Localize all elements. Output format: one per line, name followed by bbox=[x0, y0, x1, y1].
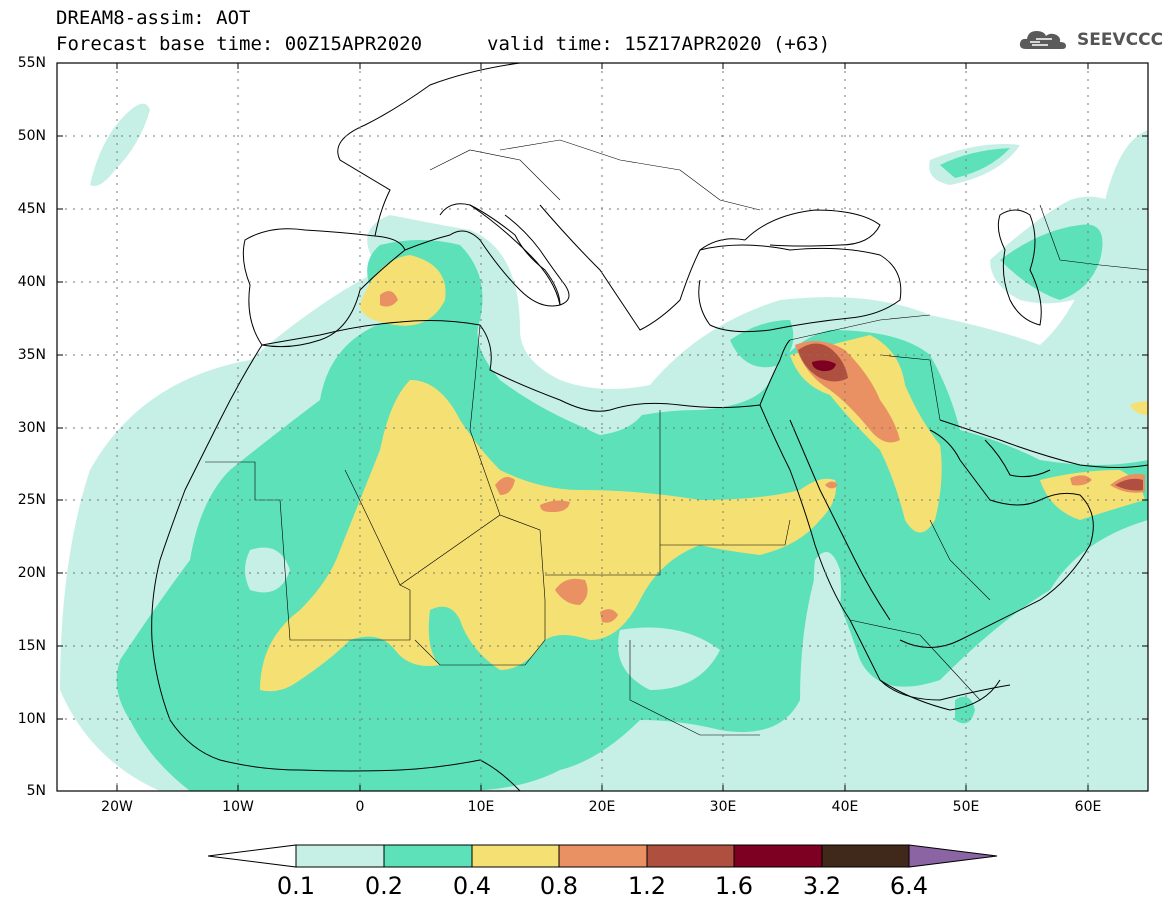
map-title: DREAM8-assim: AOT bbox=[56, 7, 251, 29]
forecast-base-time: Forecast base time: 00Z15APR2020 bbox=[56, 33, 423, 55]
colorbar-segment bbox=[646, 844, 735, 868]
cloud-icon bbox=[1019, 31, 1066, 49]
lon-label: 20W bbox=[101, 799, 133, 815]
colorbar-label: 0.2 bbox=[364, 872, 404, 900]
colorbar-label: 0.8 bbox=[539, 872, 579, 900]
colorbar-segment bbox=[733, 844, 823, 868]
lat-label: 5N bbox=[26, 783, 46, 799]
colorbar-label: 0.1 bbox=[276, 872, 316, 900]
seevccc-logo: SEEVCCC bbox=[1018, 27, 1163, 53]
colorbar-segment bbox=[821, 844, 910, 868]
aot-gaps bbox=[245, 380, 841, 690]
lon-label: 10W bbox=[222, 799, 254, 815]
lat-label: 55N bbox=[17, 55, 46, 71]
colorbar-label: 3.2 bbox=[802, 872, 842, 900]
colorbar bbox=[207, 844, 998, 868]
lon-label: 0 bbox=[355, 799, 365, 815]
lat-label: 15N bbox=[17, 638, 46, 654]
aot-field bbox=[57, 63, 1148, 791]
lat-label: 25N bbox=[17, 492, 46, 508]
colorbar-under-arrow bbox=[207, 844, 297, 868]
graticule bbox=[57, 63, 1148, 791]
colorbar-label: 6.4 bbox=[889, 872, 929, 900]
colorbar-segment bbox=[558, 844, 648, 868]
coastlines bbox=[151, 63, 1148, 791]
lon-label: 60E bbox=[1074, 799, 1102, 815]
logo-text: SEEVCCC bbox=[1077, 30, 1164, 50]
lat-label: 50N bbox=[17, 128, 46, 144]
lat-label: 30N bbox=[17, 420, 46, 436]
valid-time: valid time: 15Z17APR2020 (+63) bbox=[487, 33, 831, 55]
lon-label: 30E bbox=[709, 799, 737, 815]
lat-label: 45N bbox=[17, 201, 46, 217]
lat-label: 40N bbox=[17, 274, 46, 290]
lon-label: 40E bbox=[831, 799, 859, 815]
lat-label: 10N bbox=[17, 711, 46, 727]
aot-band-1.6 bbox=[812, 360, 836, 372]
lat-label: 35N bbox=[17, 347, 46, 363]
colorbar-segment bbox=[295, 844, 385, 868]
colorbar-label: 0.4 bbox=[452, 872, 492, 900]
lat-label: 20N bbox=[17, 565, 46, 581]
colorbar-segment bbox=[471, 844, 560, 868]
country-borders bbox=[205, 139, 1148, 736]
lon-label: 10E bbox=[467, 799, 495, 815]
axis-ticks bbox=[57, 62, 1148, 792]
colorbar-over-arrow bbox=[908, 844, 998, 868]
lon-label: 50E bbox=[952, 799, 980, 815]
colorbar-segment bbox=[383, 844, 473, 868]
lon-label: 20E bbox=[588, 799, 616, 815]
colorbar-label: 1.2 bbox=[627, 872, 667, 900]
colorbar-label: 1.6 bbox=[714, 872, 754, 900]
